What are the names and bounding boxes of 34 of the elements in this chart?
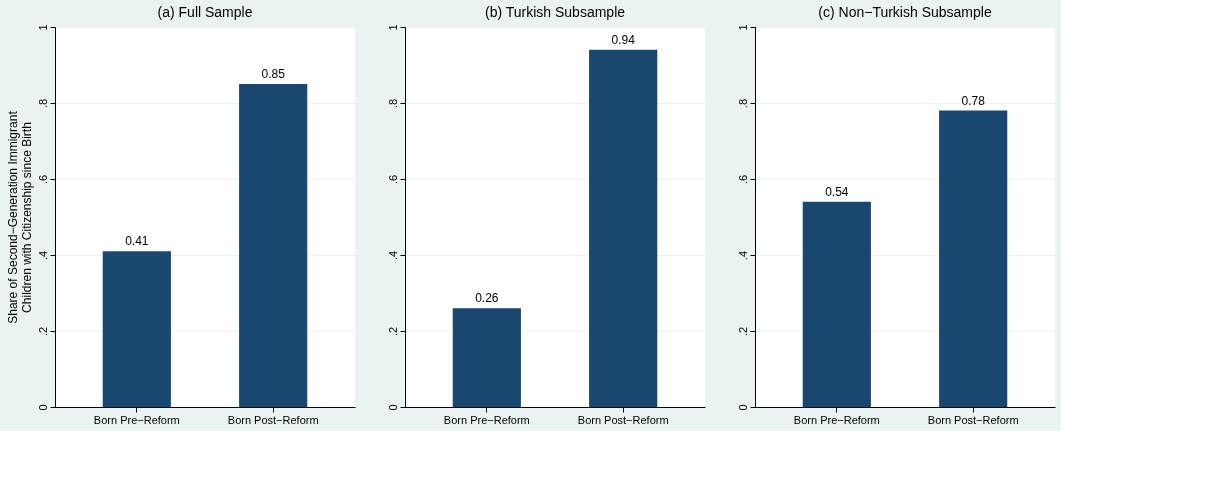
y-tick-label: .2 (386, 326, 399, 337)
y-tick-label: .8 (736, 98, 749, 109)
y-tick-label: 1 (386, 24, 399, 31)
y-tick-label: 1 (736, 24, 749, 31)
y-tick-label: 1 (36, 24, 49, 31)
y-tick-label: .2 (36, 326, 49, 337)
y-tick-label: .2 (736, 326, 749, 337)
y-tick-label: .6 (736, 174, 749, 185)
y-tick-label: .6 (36, 174, 49, 185)
x-tick-label: Born Post−Reform (927, 413, 1019, 426)
chart-title: (b) Turkish Subsample (484, 3, 626, 20)
data-label: 0.78 (961, 93, 986, 108)
y-tick-label: 0 (736, 404, 749, 411)
data-label: 0.26 (475, 291, 499, 306)
data-label: 0.54 (825, 184, 849, 199)
chart-title: (c) Non−Turkish Subsample (818, 3, 992, 20)
y-tick-label: 0 (36, 404, 49, 411)
data-label: 0.85 (261, 67, 286, 81)
chart-title: (a) Full Sample (157, 3, 253, 20)
x-tick-label: Born Pre−Reform (443, 413, 530, 426)
y-tick-label: 0 (386, 404, 399, 411)
x-tick-label: Born Post−Reform (577, 413, 669, 426)
y-tick-label: .4 (386, 250, 399, 261)
x-tick-label: Born Post−Reform (227, 413, 319, 426)
data-label: 0.94 (611, 32, 636, 47)
x-tick-label: Born Pre−Reform (793, 413, 880, 426)
y-axis-title: Share of Second−Generation Immigrant Children with Citizenship since Birth (5, 110, 34, 324)
y-tick-label: .4 (36, 250, 49, 261)
y-tick-label: .8 (386, 98, 399, 109)
y-tick-label: .6 (386, 174, 399, 185)
data-label: 0.41 (125, 234, 149, 249)
y-tick-label: .4 (736, 250, 749, 261)
x-tick-label: Born Pre−Reform (93, 413, 180, 426)
y-tick-label: .8 (36, 98, 49, 109)
